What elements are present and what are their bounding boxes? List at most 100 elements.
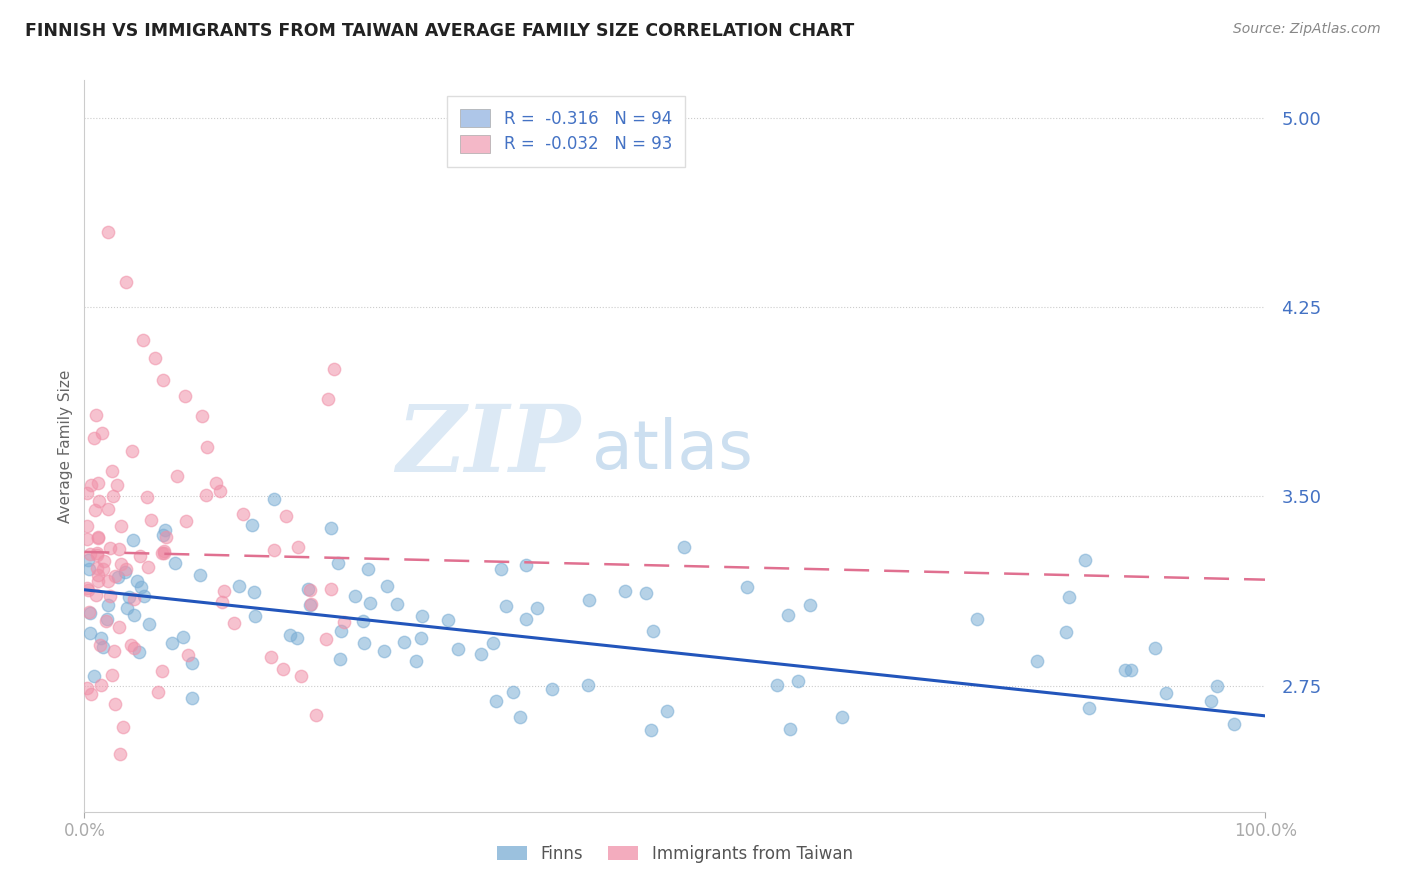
Point (129, 580, 152, 594)
Point (108, 747, 131, 761)
Point (243, 608, 266, 623)
Point (1144, 640, 1167, 655)
Point (136, 559, 159, 574)
Point (105, 478, 128, 492)
Point (316, 392, 339, 407)
Point (115, 601, 138, 615)
Point (153, 523, 176, 537)
Point (1077, 701, 1099, 715)
Point (166, 469, 188, 483)
Point (640, 723, 662, 737)
Point (83, 669, 105, 683)
Point (96, 612, 118, 626)
Point (799, 598, 821, 612)
Point (222, 615, 245, 630)
Point (285, 631, 308, 645)
Point (299, 582, 322, 597)
Point (352, 614, 374, 628)
Point (495, 599, 517, 613)
Text: ZIP: ZIP (396, 401, 581, 491)
Point (97, 502, 120, 516)
Point (98, 589, 121, 603)
Point (263, 542, 285, 557)
Point (299, 597, 322, 611)
Point (134, 589, 156, 603)
Point (76, 532, 98, 546)
Point (634, 586, 657, 600)
Point (128, 645, 150, 659)
Point (1119, 663, 1142, 677)
Point (765, 678, 787, 692)
Point (84, 408, 107, 422)
Point (333, 615, 356, 629)
Point (329, 651, 352, 665)
Point (153, 544, 176, 558)
Point (97, 598, 120, 612)
Point (515, 612, 537, 626)
Point (343, 589, 366, 603)
Point (831, 710, 853, 724)
Y-axis label: Average Family Size: Average Family Size (58, 369, 73, 523)
Point (120, 638, 142, 652)
Point (153, 546, 176, 560)
Point (373, 644, 395, 658)
Point (76, 582, 98, 596)
Point (209, 484, 232, 499)
Text: FINNISH VS IMMIGRANTS FROM TAIWAN AVERAGE FAMILY SIZE CORRELATION CHART: FINNISH VS IMMIGRANTS FROM TAIWAN AVERAG… (25, 22, 855, 40)
Point (97, 225, 120, 239)
Point (211, 595, 233, 609)
Point (77, 583, 100, 598)
Point (87, 567, 110, 582)
Point (436, 613, 458, 627)
Point (214, 583, 236, 598)
Point (614, 584, 637, 599)
Point (1074, 553, 1097, 567)
Point (79, 687, 101, 701)
Point (118, 591, 141, 605)
Point (263, 492, 285, 507)
Point (91, 426, 114, 441)
Point (103, 490, 125, 504)
Point (966, 612, 988, 626)
Point (394, 635, 416, 649)
Point (76, 518, 98, 533)
Point (411, 632, 433, 646)
Point (278, 628, 301, 642)
Point (297, 582, 319, 597)
Point (91, 640, 114, 655)
Point (240, 518, 263, 533)
Point (91, 562, 114, 576)
Point (83, 431, 105, 445)
Point (1205, 679, 1227, 693)
Point (576, 678, 599, 692)
Point (672, 541, 695, 555)
Point (80, 478, 103, 492)
Point (101, 464, 124, 478)
Point (323, 361, 346, 376)
Point (79, 626, 101, 640)
Point (228, 579, 250, 593)
Point (122, 640, 145, 655)
Point (172, 630, 194, 644)
Point (135, 490, 157, 504)
Point (319, 521, 342, 535)
Point (447, 641, 470, 656)
Point (87, 531, 110, 545)
Point (405, 654, 427, 668)
Point (776, 607, 799, 622)
Point (181, 656, 204, 670)
Point (191, 409, 214, 423)
Point (110, 518, 132, 533)
Point (299, 599, 322, 613)
Point (1057, 590, 1080, 604)
Point (152, 528, 174, 542)
Point (195, 440, 218, 454)
Point (357, 562, 380, 576)
Point (1054, 625, 1077, 640)
Point (122, 592, 145, 607)
Point (101, 668, 124, 682)
Point (243, 585, 266, 599)
Point (155, 531, 177, 545)
Point (1154, 686, 1177, 700)
Point (180, 690, 202, 705)
